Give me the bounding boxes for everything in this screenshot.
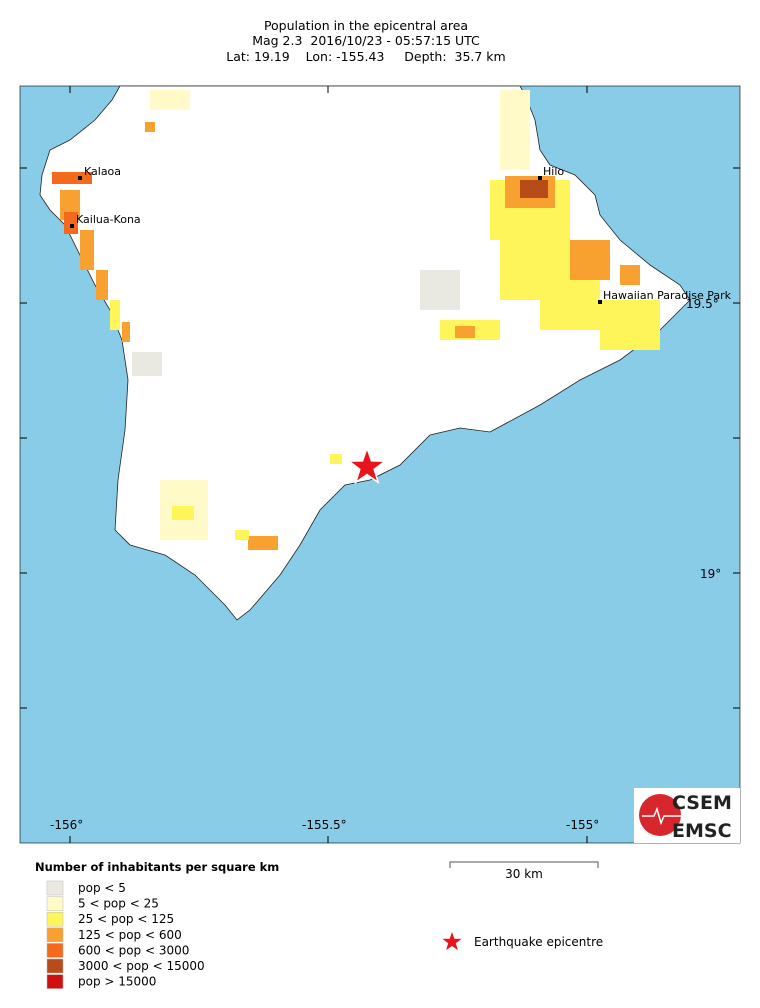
- legend-title: Number of inhabitants per square km: [35, 860, 279, 874]
- legend-star: [442, 932, 462, 951]
- place-marker: [70, 224, 74, 228]
- place-label: Kailua-Kona: [76, 213, 141, 226]
- legend-swatch: [46, 927, 64, 943]
- place-marker: [78, 176, 82, 180]
- place-label: Hilo: [543, 165, 564, 178]
- logo-globe: [639, 794, 681, 836]
- legend-swatch: [46, 943, 64, 958]
- lat-label: 19.5°: [686, 297, 719, 311]
- scale-label: 30 km: [505, 867, 543, 881]
- place-marker: [538, 176, 542, 180]
- legend-swatch: [46, 880, 64, 896]
- legend-label: pop > 15000: [78, 975, 156, 989]
- lon-label: -156°: [50, 818, 83, 832]
- legend-swatch: [46, 911, 64, 927]
- logo: CSEM EMSC: [634, 788, 740, 843]
- place-label: Hawaiian Paradise Park: [603, 289, 732, 302]
- event-info: Mag 2.3 2016/10/23 - 05:57:15 UTC: [252, 33, 480, 48]
- place-label: Kalaoa: [84, 165, 121, 178]
- legend-epicentre: Earthquake epicentre: [474, 935, 603, 949]
- population-cells: [52, 90, 660, 550]
- place-marker: [598, 300, 602, 304]
- legend-label: 125 < pop < 600: [78, 928, 182, 942]
- title: Population in the epicentral area: [264, 18, 468, 33]
- logo-top: CSEM: [672, 792, 732, 814]
- scale-bar: 30 km: [449, 861, 599, 881]
- epicentre-star: [346, 445, 388, 485]
- legend-label: 3000 < pop < 15000: [78, 959, 205, 973]
- legend-swatch: [46, 974, 64, 989]
- lon-label: -155.5°: [302, 818, 347, 832]
- event-location: Lat: 19.19 Lon: -155.43 Depth: 35.7 km: [226, 49, 505, 64]
- map: Kalaoa Kailua-Kona Hilo Hawaiian Paradis…: [19, 85, 741, 844]
- legend-label: pop < 5: [78, 881, 126, 895]
- legend-swatch: [46, 896, 64, 911]
- legend-label: 25 < pop < 125: [78, 912, 174, 926]
- legend-swatch: [46, 958, 64, 974]
- logo-bottom: EMSC: [672, 820, 732, 842]
- lon-label: -155°: [566, 818, 599, 832]
- legend-label: 5 < pop < 25: [78, 897, 159, 911]
- legend-label: 600 < pop < 3000: [78, 943, 189, 957]
- lat-label: 19°: [700, 567, 721, 581]
